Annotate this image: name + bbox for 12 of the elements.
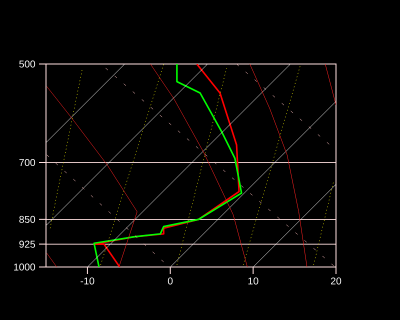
x-tick-label: 10 bbox=[248, 277, 258, 285]
x-tick-label: -10 bbox=[80, 277, 94, 285]
y-tick-label: 1000 bbox=[14, 264, 36, 271]
y-tick-label: 850 bbox=[19, 216, 36, 223]
y-tick-label: 500 bbox=[19, 60, 36, 68]
y-tick-label: 925 bbox=[19, 240, 36, 248]
x-tick-label: 20 bbox=[330, 277, 342, 285]
y-tick-label: 700 bbox=[19, 159, 36, 166]
x-tick-label: 0 bbox=[168, 277, 173, 285]
line-series bbox=[150, 64, 248, 268]
line-series bbox=[46, 86, 138, 268]
line-series bbox=[250, 64, 308, 268]
